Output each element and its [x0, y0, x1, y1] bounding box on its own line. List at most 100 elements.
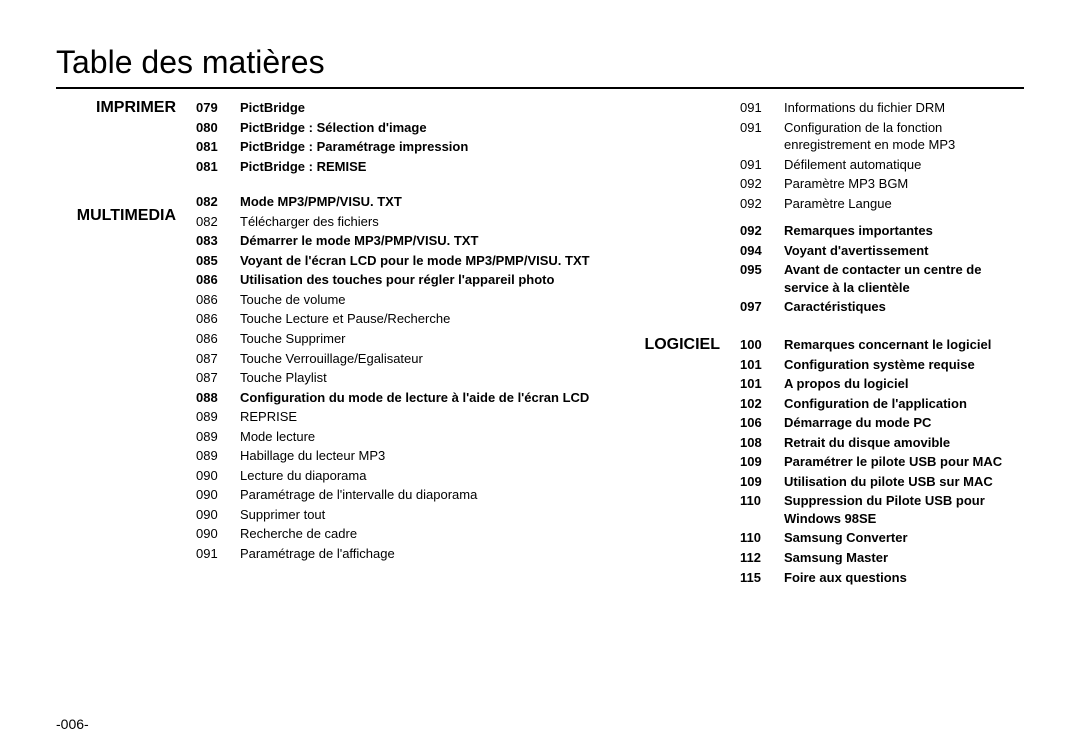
toc-entry-title: Démarrage du mode PC — [774, 414, 1024, 434]
toc-entry: 089Mode lecture — [196, 428, 600, 448]
toc-entry: 101A propos du logiciel — [740, 375, 1024, 395]
toc-entry-title: Samsung Master — [774, 549, 1024, 569]
toc-page-number: 110 — [740, 492, 774, 529]
toc-entry: 095Avant de contacter un centre de servi… — [740, 261, 1024, 298]
toc-entry-title: A propos du logiciel — [774, 375, 1024, 395]
toc-page-number: 095 — [740, 261, 774, 298]
toc-entry: 082Télécharger des fichiers — [196, 213, 600, 233]
toc-entry-title: Touche Verrouillage/Egalisateur — [230, 350, 600, 370]
toc-entry: 090Lecture du diaporama — [196, 467, 600, 487]
toc-page-number: 087 — [196, 369, 230, 389]
toc-entry: 109Paramétrer le pilote USB pour MAC — [740, 453, 1024, 473]
toc-entry: 092Paramètre Langue — [740, 195, 1024, 215]
toc-entry-title: Remarques importantes — [774, 222, 1024, 242]
toc-page-number: 109 — [740, 453, 774, 473]
toc-page-number: 112 — [740, 549, 774, 569]
toc-page-number: 086 — [196, 291, 230, 311]
toc-entry: 090Recherche de cadre — [196, 525, 600, 545]
toc-entry: 092Paramètre MP3 BGM — [740, 175, 1024, 195]
toc-entry: 086Touche de volume — [196, 291, 600, 311]
toc-entry-title: Recherche de cadre — [230, 525, 600, 545]
toc-page-number: 091 — [740, 119, 774, 156]
toc-entry-title: Lecture du diaporama — [230, 467, 600, 487]
toc-page-number: 088 — [196, 389, 230, 409]
toc-page-number: 083 — [196, 232, 230, 252]
toc-entry-title: Paramétrage de l'intervalle du diaporama — [230, 486, 600, 506]
toc-page-number: 109 — [740, 473, 774, 493]
toc-entry: 091Défilement automatique — [740, 156, 1024, 176]
toc-page-number: 092 — [740, 222, 774, 242]
toc-entry-title: Paramètre Langue — [774, 195, 1024, 215]
toc-entry-title: Informations du fichier DRM — [774, 99, 1024, 119]
toc-page-number: 092 — [740, 175, 774, 195]
content-area: IMPRIMER MULTIMEDIA 079PictBridge080Pict… — [56, 99, 1024, 588]
section-labels-right — [620, 99, 720, 318]
toc-entry-title: Retrait du disque amovible — [774, 434, 1024, 454]
toc-entry-title: Configuration de la fonction enregistrem… — [774, 119, 1024, 156]
toc-page-number: 082 — [196, 193, 230, 213]
toc-entry-title: REPRISE — [230, 408, 600, 428]
toc-page-number: 089 — [196, 408, 230, 428]
toc-entry: 081PictBridge : Paramétrage impression — [196, 138, 600, 158]
toc-entry-title: Configuration du mode de lecture à l'aid… — [230, 389, 600, 409]
toc-page-number: 082 — [196, 213, 230, 233]
page: Table des matières IMPRIMER MULTIMEDIA 0… — [0, 0, 1080, 752]
toc-entry: 110Samsung Converter — [740, 529, 1024, 549]
toc-column-2-upper: 091Informations du fichier DRM091Configu… — [740, 99, 1024, 318]
toc-entry-title: Paramétrer le pilote USB pour MAC — [774, 453, 1024, 473]
toc-page-number: 090 — [196, 525, 230, 545]
section-logiciel: LOGICIEL — [620, 336, 720, 354]
toc-page-number: 097 — [740, 298, 774, 318]
toc-page-number: 091 — [740, 99, 774, 119]
toc-entry-title: PictBridge — [230, 99, 600, 119]
toc-page-number: 081 — [196, 158, 230, 178]
toc-entry-title: Paramètre MP3 BGM — [774, 175, 1024, 195]
section-labels-left: IMPRIMER MULTIMEDIA — [56, 99, 176, 588]
toc-entry-title: PictBridge : REMISE — [230, 158, 600, 178]
toc-page-number: 089 — [196, 428, 230, 448]
toc-entry: 089Habillage du lecteur MP3 — [196, 447, 600, 467]
toc-entry-title: Touche Playlist — [230, 369, 600, 389]
toc-entry: 109Utilisation du pilote USB sur MAC — [740, 473, 1024, 493]
toc-entry-title: Utilisation du pilote USB sur MAC — [774, 473, 1024, 493]
toc-page-number: 101 — [740, 356, 774, 376]
toc-table-2a: 091Informations du fichier DRM091Configu… — [740, 99, 1024, 318]
toc-page-number: 089 — [196, 447, 230, 467]
toc-entry: 089REPRISE — [196, 408, 600, 428]
toc-entry-title: Utilisation des touches pour régler l'ap… — [230, 271, 600, 291]
toc-entry: 087Touche Playlist — [196, 369, 600, 389]
toc-entry: 085Voyant de l'écran LCD pour le mode MP… — [196, 252, 600, 272]
toc-entry: 090Supprimer tout — [196, 506, 600, 526]
toc-page-number: 100 — [740, 336, 774, 356]
toc-entry-title: Configuration de l'application — [774, 395, 1024, 415]
section-multimedia: MULTIMEDIA — [77, 207, 176, 225]
toc-entry: 097Caractéristiques — [740, 298, 1024, 318]
toc-column-1: 079PictBridge080PictBridge : Sélection d… — [196, 99, 600, 588]
toc-entry-title: Foire aux questions — [774, 569, 1024, 589]
toc-table-2b: 100Remarques concernant le logiciel101Co… — [740, 336, 1024, 588]
toc-column-2-logiciel: 100Remarques concernant le logiciel101Co… — [740, 336, 1024, 588]
toc-entry: 086Touche Supprimer — [196, 330, 600, 350]
toc-page-number: 090 — [196, 486, 230, 506]
toc-page-number: 087 — [196, 350, 230, 370]
toc-entry-title: Mode MP3/PMP/VISU. TXT — [230, 193, 600, 213]
toc-page-number: 085 — [196, 252, 230, 272]
toc-page-number: 094 — [740, 242, 774, 262]
toc-entry: 091Configuration de la fonction enregist… — [740, 119, 1024, 156]
toc-entry: 083Démarrer le mode MP3/PMP/VISU. TXT — [196, 232, 600, 252]
toc-page-number: 090 — [196, 467, 230, 487]
toc-entry: 100Remarques concernant le logiciel — [740, 336, 1024, 356]
toc-entry-title: Suppression du Pilote USB pour Windows 9… — [774, 492, 1024, 529]
toc-entry-title: Avant de contacter un centre de service … — [774, 261, 1024, 298]
toc-entry: 080PictBridge : Sélection d'image — [196, 119, 600, 139]
toc-entry-title: Caractéristiques — [774, 298, 1024, 318]
toc-entry: 108Retrait du disque amovible — [740, 434, 1024, 454]
toc-entry-title: Paramétrage de l'affichage — [230, 545, 600, 565]
toc-entry-title: Touche Lecture et Pause/Recherche — [230, 310, 600, 330]
toc-entry: 115Foire aux questions — [740, 569, 1024, 589]
page-title: Table des matières — [56, 44, 1024, 89]
toc-entry-title: Démarrer le mode MP3/PMP/VISU. TXT — [230, 232, 600, 252]
toc-page-number: 090 — [196, 506, 230, 526]
toc-page-number: 102 — [740, 395, 774, 415]
toc-entry: 091Informations du fichier DRM — [740, 99, 1024, 119]
